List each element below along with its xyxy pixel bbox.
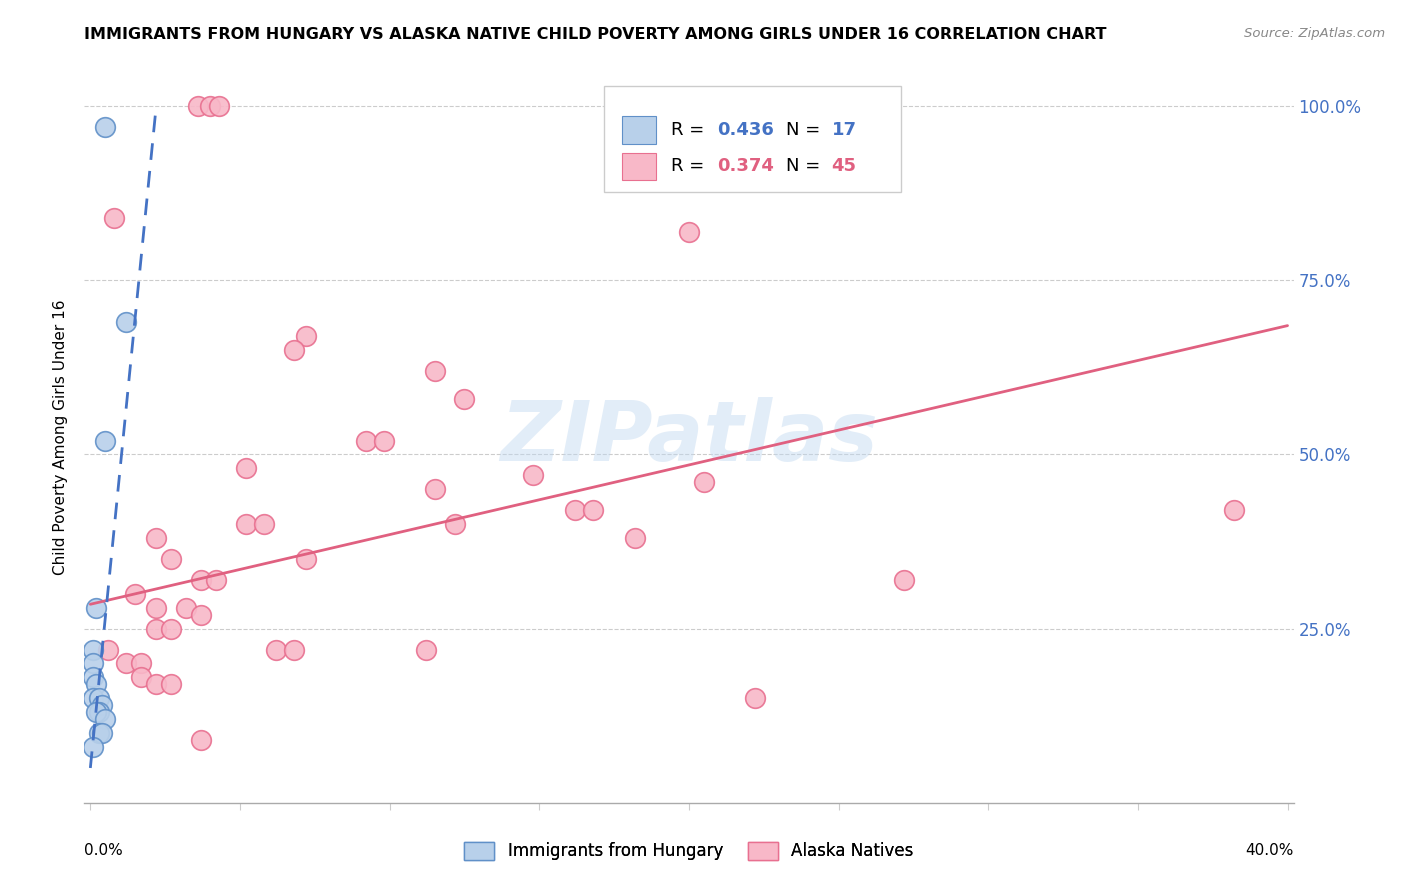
Point: [89, 705, 111, 719]
Point: [423, 483, 446, 497]
Text: R =: R =: [671, 121, 710, 139]
Point: [94, 712, 117, 726]
Point: [264, 642, 287, 657]
Point: [160, 552, 183, 566]
Point: [564, 503, 586, 517]
Point: [82, 657, 104, 671]
Text: 0.0%: 0.0%: [84, 843, 124, 858]
Point: [160, 622, 183, 636]
Text: IMMIGRANTS FROM HUNGARY VS ALASKA NATIVE CHILD POVERTY AMONG GIRLS UNDER 16 CORR: IMMIGRANTS FROM HUNGARY VS ALASKA NATIVE…: [84, 27, 1107, 42]
Point: [415, 642, 437, 657]
Point: [86, 600, 108, 615]
Text: N =: N =: [786, 121, 825, 139]
Text: 17: 17: [831, 121, 856, 139]
Point: [522, 468, 544, 483]
Point: [82, 670, 104, 684]
Text: 45: 45: [831, 158, 856, 176]
Point: [124, 587, 146, 601]
Point: [91, 698, 114, 713]
Point: [283, 343, 305, 357]
Text: Source: ZipAtlas.com: Source: ZipAtlas.com: [1244, 27, 1385, 40]
Text: ZIPatlas: ZIPatlas: [501, 397, 877, 477]
Point: [693, 475, 716, 490]
Point: [444, 517, 467, 532]
Point: [295, 552, 318, 566]
Point: [373, 434, 395, 448]
Point: [129, 657, 152, 671]
Point: [744, 691, 766, 706]
Text: 0.436: 0.436: [717, 121, 773, 139]
Point: [145, 622, 167, 636]
Point: [86, 677, 108, 691]
Point: [235, 461, 257, 475]
Point: [582, 503, 605, 517]
Y-axis label: Child Poverty Among Girls Under 16: Child Poverty Among Girls Under 16: [53, 300, 69, 574]
Text: 40.0%: 40.0%: [1246, 843, 1294, 858]
Point: [97, 642, 120, 657]
Point: [82, 642, 104, 657]
FancyBboxPatch shape: [605, 86, 901, 192]
Point: [82, 740, 104, 755]
Point: [1222, 503, 1244, 517]
Point: [129, 670, 152, 684]
Text: 0.374: 0.374: [717, 158, 773, 176]
Point: [145, 531, 167, 545]
Point: [145, 600, 167, 615]
Point: [283, 642, 305, 657]
Point: [253, 517, 276, 532]
Point: [94, 120, 117, 134]
Point: [91, 726, 114, 740]
Point: [235, 517, 257, 532]
Point: [208, 99, 231, 113]
FancyBboxPatch shape: [623, 116, 657, 144]
Legend: Immigrants from Hungary, Alaska Natives: Immigrants from Hungary, Alaska Natives: [464, 842, 914, 860]
Point: [103, 211, 125, 225]
Point: [190, 733, 212, 747]
FancyBboxPatch shape: [623, 153, 657, 180]
Point: [89, 691, 111, 706]
Point: [89, 726, 111, 740]
Point: [160, 677, 183, 691]
Text: R =: R =: [671, 158, 710, 176]
Point: [190, 607, 212, 622]
Point: [115, 657, 138, 671]
Point: [423, 364, 446, 378]
Point: [624, 531, 647, 545]
Text: N =: N =: [786, 158, 825, 176]
Point: [187, 99, 209, 113]
Point: [86, 705, 108, 719]
Point: [198, 99, 221, 113]
Point: [678, 225, 700, 239]
Point: [174, 600, 197, 615]
Point: [354, 434, 377, 448]
Point: [295, 329, 318, 343]
Point: [115, 315, 138, 329]
Point: [94, 434, 117, 448]
Point: [205, 573, 228, 587]
Point: [145, 677, 167, 691]
Point: [82, 691, 104, 706]
Point: [893, 573, 915, 587]
Point: [453, 392, 475, 406]
Point: [190, 573, 212, 587]
